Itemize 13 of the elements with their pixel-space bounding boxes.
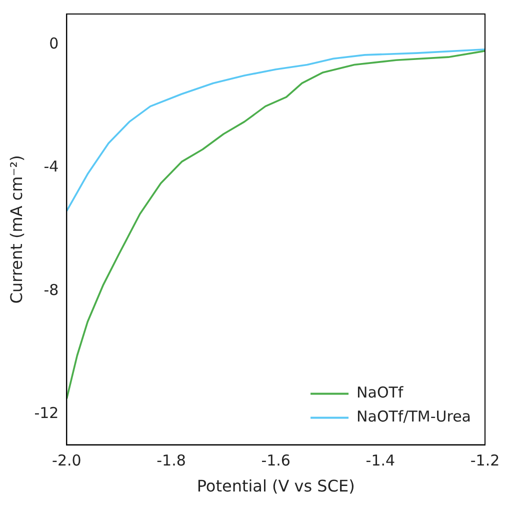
x-tick-label: -1.8 [156,452,186,470]
x-tick-label: -2.0 [52,452,82,470]
x-axis-title: Potential (V vs SCE) [196,476,355,496]
x-tick-label: -1.6 [261,452,290,470]
y-tick-label: -8 [44,280,59,299]
y-tick-label: -12 [34,404,59,422]
y-tick-label: 0 [49,34,59,53]
y-tick-label: -4 [44,158,59,176]
x-tick-label: -1.4 [366,452,396,470]
y-axis-title: Current (mA cm⁻²) [6,155,26,304]
legend-label: NaOTf/TM-Urea [356,408,472,426]
legend-label: NaOTf [356,384,404,402]
x-tick-label: -1.2 [470,452,500,470]
